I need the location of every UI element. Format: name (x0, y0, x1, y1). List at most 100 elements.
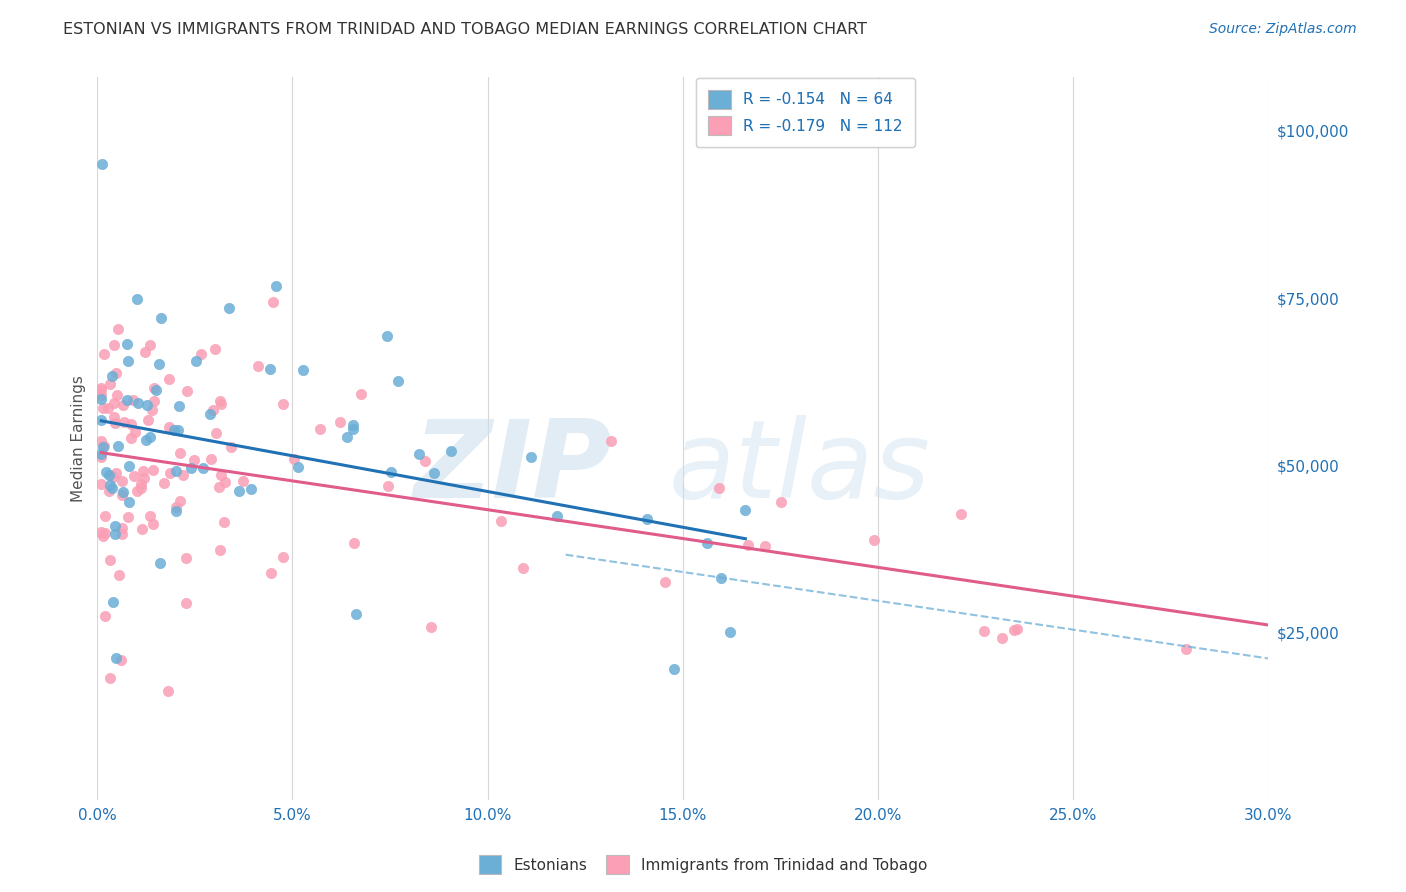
Point (98, 553, 121, 567)
Point (138, 412, 160, 426)
Point (101, 481, 124, 495)
Point (142, 517, 165, 532)
Point (115, 337, 138, 351)
Point (169, 494, 191, 508)
Point (142, 462, 165, 476)
Point (342, 536, 364, 550)
Point (105, 651, 128, 665)
Point (600, 434, 623, 448)
Point (1005, 622, 1028, 636)
Point (271, 550, 294, 565)
Point (342, 418, 364, 433)
Point (93, 347, 115, 361)
Point (150, 310, 173, 325)
Point (132, 464, 155, 478)
Point (166, 423, 188, 437)
Point (292, 363, 315, 377)
Point (138, 509, 160, 524)
Point (169, 446, 191, 460)
Point (491, 514, 513, 528)
Point (973, 624, 995, 638)
Point (212, 515, 235, 529)
Point (124, 425, 146, 439)
Point (512, 560, 534, 574)
Point (991, 631, 1014, 645)
Point (157, 419, 180, 434)
Point (125, 292, 148, 306)
Point (142, 381, 165, 395)
Point (696, 535, 718, 549)
Point (180, 461, 202, 475)
Point (209, 542, 232, 557)
Point (271, 397, 294, 411)
Point (91, 441, 114, 455)
Point (420, 620, 443, 634)
Point (90, 476, 112, 491)
Point (90, 447, 112, 461)
Point (90, 388, 112, 402)
Point (134, 471, 156, 485)
Point (205, 426, 228, 441)
Point (283, 451, 305, 466)
Point (93, 525, 115, 540)
Point (105, 366, 128, 380)
Point (342, 422, 364, 436)
Point (183, 453, 205, 467)
Point (98, 478, 121, 492)
Point (96, 465, 118, 479)
Point (287, 460, 309, 475)
Point (97, 468, 120, 483)
Point (127, 483, 149, 498)
Point (520, 450, 543, 465)
Point (260, 566, 283, 580)
Point (239, 482, 262, 496)
Legend: R = -0.154   N = 64, R = -0.179   N = 112: R = -0.154 N = 64, R = -0.179 N = 112 (696, 78, 915, 147)
Point (163, 423, 186, 437)
Point (127, 396, 149, 410)
Text: atlas: atlas (669, 415, 931, 520)
Point (949, 507, 972, 521)
Point (131, 477, 153, 491)
Point (415, 454, 437, 468)
Point (377, 478, 399, 492)
Point (121, 392, 143, 407)
Point (344, 607, 367, 621)
Point (209, 467, 232, 482)
Y-axis label: Median Earnings: Median Earnings (72, 376, 86, 502)
Point (329, 415, 352, 429)
Legend: Estonians, Immigrants from Trinidad and Tobago: Estonians, Immigrants from Trinidad and … (472, 849, 934, 880)
Point (174, 551, 197, 566)
Point (135, 433, 157, 447)
Point (387, 374, 409, 388)
Point (131, 523, 153, 537)
Point (91, 157, 114, 171)
Point (124, 469, 146, 483)
Point (104, 417, 127, 431)
Point (107, 322, 129, 336)
Point (408, 447, 430, 461)
Point (91, 529, 114, 543)
Point (153, 475, 176, 490)
Point (200, 452, 222, 467)
Point (90, 412, 112, 426)
Point (191, 461, 214, 475)
Point (98, 671, 121, 685)
Point (120, 417, 142, 432)
Point (90, 392, 112, 407)
Point (176, 384, 198, 399)
Text: ZIP: ZIP (415, 415, 613, 521)
Point (103, 470, 125, 484)
Point (200, 407, 222, 421)
Point (440, 443, 463, 458)
Point (654, 575, 676, 590)
Point (208, 480, 231, 494)
Point (737, 538, 759, 552)
Point (204, 342, 226, 356)
Point (120, 432, 142, 446)
Point (219, 440, 242, 454)
Point (309, 422, 332, 436)
Point (247, 359, 270, 373)
Point (107, 439, 129, 453)
Point (375, 329, 398, 343)
Point (105, 466, 128, 480)
